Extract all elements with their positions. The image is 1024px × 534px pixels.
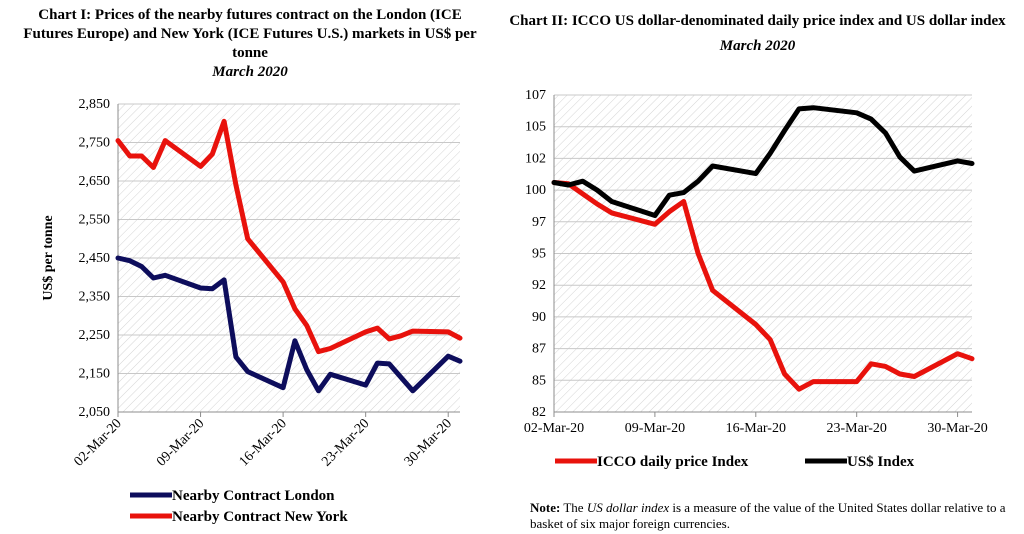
note-italic: US dollar index — [586, 500, 670, 515]
chart2-legend-label: US$ Index — [847, 454, 915, 470]
chart1-xtick-label: 30-Mar-20 — [402, 416, 455, 469]
chart2-title-text: Chart II: ICCO US dollar-denominated dai… — [509, 13, 1006, 29]
chart2-ytick-label: 97 — [532, 215, 546, 230]
chart2-xtick-label: 09-Mar-20 — [625, 421, 685, 436]
chart1-ytick-label: 2,250 — [79, 328, 111, 343]
note-text-1: The — [563, 500, 584, 515]
chart1-legend-label: Nearby Contract New York — [172, 509, 348, 525]
chart1-ytick-label: 2,350 — [79, 290, 111, 305]
chart2-ytick-label: 100 — [525, 183, 546, 198]
chart1-xtick-label: 02-Mar-20 — [72, 416, 125, 469]
chart2-ytick-label: 95 — [532, 247, 546, 262]
chart2-ytick-label: 85 — [532, 373, 546, 388]
chart1-title-text: Chart I: Prices of the nearby futures co… — [23, 7, 477, 61]
chart1-ytick-label: 2,050 — [79, 405, 111, 420]
note-label: Note: — [530, 500, 561, 515]
chart1-legend-label: Nearby Contract London — [172, 488, 335, 504]
chart2-xtick-label: 02-Mar-20 — [524, 421, 584, 436]
chart2-ytick-label: 102 — [525, 151, 546, 166]
chart2-ytick-label: 105 — [525, 120, 546, 135]
chart2-ytick-label: 92 — [532, 278, 546, 293]
chart2-ytick-label: 107 — [525, 88, 546, 103]
chart1-ytick-label: 2,150 — [79, 367, 111, 382]
chart1-ytick-label: 2,650 — [79, 174, 111, 189]
chart1-ytick-label: 2,450 — [79, 251, 111, 266]
chart1-ytick-label: 2,850 — [79, 97, 111, 112]
chart2-xtick-label: 23-Mar-20 — [827, 421, 887, 436]
chart2-xtick-label: 30-Mar-20 — [927, 421, 987, 436]
chart2-series-1-line — [551, 180, 975, 392]
chart1-xtick-label: 23-Mar-20 — [319, 416, 372, 469]
chart1-xtick-label: 16-Mar-20 — [237, 416, 290, 469]
chart2-ytick-label: 82 — [532, 405, 546, 420]
chart2-subtitle: March 2020 — [719, 38, 796, 54]
chart1-ytick-label: 2,550 — [79, 213, 111, 228]
chart1-ytick-label: 2,750 — [79, 136, 111, 151]
chart2-series-2-line — [551, 105, 975, 218]
chart2-title: Chart II: ICCO US dollar-denominated dai… — [505, 12, 1010, 56]
chart2-ytick-label: 90 — [532, 310, 546, 325]
chart2-note: Note: The US dollar index is a measure o… — [530, 500, 1010, 532]
chart1-series-2-line — [115, 118, 463, 355]
chart1-series-1-line — [115, 255, 463, 394]
chart1-xtick-label: 09-Mar-20 — [154, 416, 207, 469]
note-text-2: is a measure of the value of the United … — [530, 500, 1006, 531]
chart2-legend-label: ICCO daily price Index — [597, 454, 749, 470]
chart2-xtick-label: 16-Mar-20 — [726, 421, 786, 436]
chart1-ylabel: US$ per tonne — [41, 215, 56, 300]
chart1-title: Chart I: Prices of the nearby futures co… — [20, 6, 480, 82]
chart2-ytick-label: 87 — [532, 342, 546, 357]
chart1-subtitle: March 2020 — [212, 64, 288, 80]
